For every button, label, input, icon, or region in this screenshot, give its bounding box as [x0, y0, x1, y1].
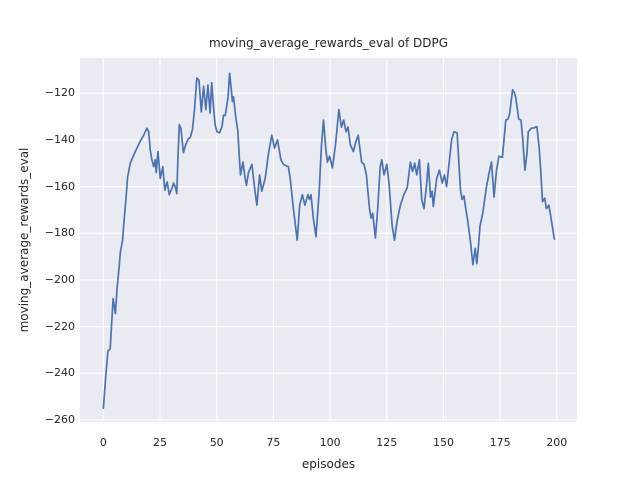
x-tick-label: 150 [433, 436, 454, 449]
chart-title: moving_average_rewards_eval of DDPG [208, 36, 448, 50]
axes-background [80, 58, 577, 422]
x-tick-label: 0 [99, 436, 107, 449]
y-tick-label: −260 [44, 412, 75, 426]
x-tick-label: 200 [546, 436, 568, 449]
x-tick-label: 75 [266, 436, 281, 449]
y-tick-label: −120 [44, 86, 75, 100]
y-tick-label: −140 [44, 132, 75, 146]
x-tick-label: 50 [209, 436, 224, 449]
y-tick-label: −180 [44, 226, 75, 240]
x-tick-label: 175 [489, 436, 511, 449]
x-axis-label: episodes [301, 457, 356, 471]
x-tick-label: 100 [319, 436, 341, 449]
y-tick-label: −200 [44, 272, 75, 286]
x-tick-label: 25 [153, 436, 167, 449]
reward-line [102, 72, 556, 410]
y-tick-label: −160 [44, 179, 75, 193]
y-tick-label: −240 [44, 366, 75, 380]
y-tick-label: −220 [44, 319, 75, 333]
x-tick-label: 125 [376, 436, 398, 449]
